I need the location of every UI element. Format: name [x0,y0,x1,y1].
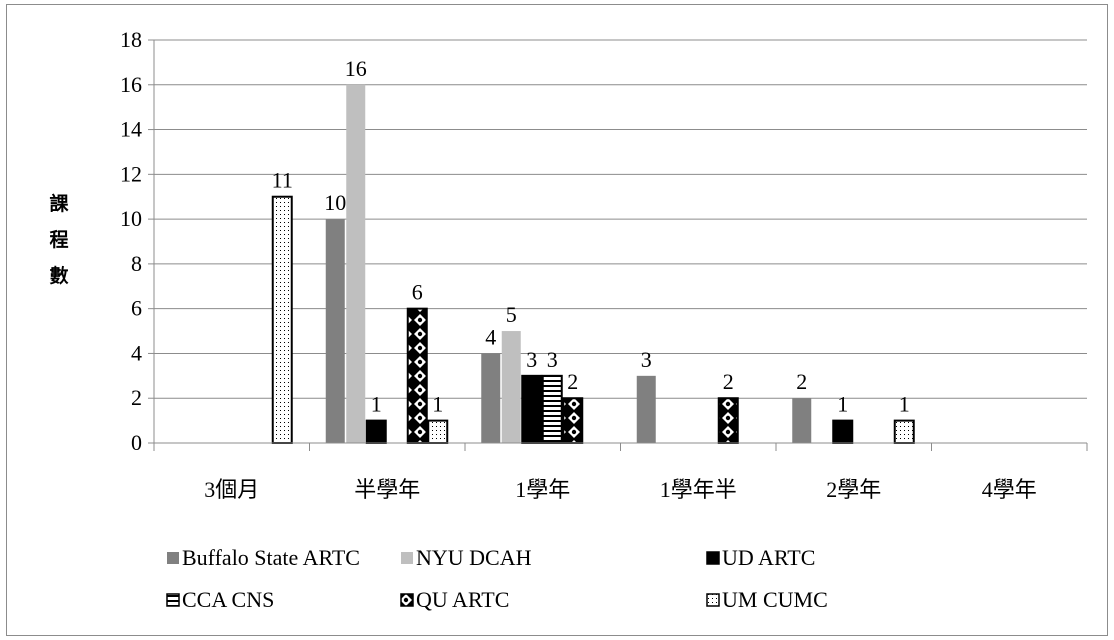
data-label: 5 [506,302,517,327]
legend-swatch [706,593,720,607]
data-label: 3 [526,347,537,372]
y-tick-label: 6 [131,296,142,321]
y-tick-label: 8 [131,251,142,276]
bar-buffalo-state-artc [636,375,656,443]
bar-buffalo-state-artc [792,398,812,443]
legend-swatch [400,593,414,607]
bar-buffalo-state-artc [325,219,345,443]
data-label: 16 [345,56,367,81]
y-axis-label-char: 數 [49,265,68,287]
legend-swatch [706,551,720,565]
bar-ud-artc [365,419,387,445]
bar-qu-artc [562,397,584,445]
y-tick-label: 16 [120,72,142,97]
bar-nyu-dcah [346,84,366,444]
x-tick-label: 半學年 [354,477,420,502]
y-axis-label: 課程數 [49,192,69,287]
legend-label: UD ARTC [722,545,815,570]
legend-label: NYU DCAH [416,545,532,570]
bar-qu-artc [406,307,428,444]
y-tick-label: 0 [131,430,142,455]
x-tick-label: 1學年半 [660,477,737,502]
data-label: 3 [547,347,558,372]
legend-label: CCA CNS [182,587,274,612]
data-label: 6 [412,280,423,305]
legend: Buffalo State ARTC NYU DCAH UD ARTC CCA CNS… [166,545,828,612]
bar-um-cumc [893,419,915,445]
y-tick-label: 12 [120,161,142,186]
bar-ud-artc [521,374,543,445]
bar-qu-artc [717,397,739,445]
data-label: 3 [641,347,652,372]
bar-buffalo-state-artc [481,353,501,443]
y-tick-label: 2 [131,385,142,410]
grid-lines [154,39,1087,399]
bar-ud-artc [832,419,854,445]
legend-swatch [401,552,413,564]
y-axis-label-char: 課 [49,192,69,215]
data-label: 11 [272,168,293,193]
bar-um-cumc [271,195,293,444]
x-tick-label: 3個月 [204,477,259,502]
data-label: 1 [432,392,443,417]
data-label: 1 [899,392,910,417]
x-tick-label: 2學年 [826,477,881,502]
y-axis-label-char: 程 [49,229,68,251]
legend-label: UM CUMC [722,587,828,612]
legend-label: Buffalo State ARTC [182,545,360,570]
data-label: 10 [324,190,346,215]
data-label: 4 [485,324,496,349]
bar-cca-cns [541,374,563,445]
data-label: 1 [837,392,848,417]
chart-frame: 0 2 4 6 8 10 12 14 16 18 3個月 半學年 1學年 1學年半 2學年 4學年 10 4 3 2… [6,4,1108,636]
bar-um-cumc [427,419,449,445]
x-tick-label: 4學年 [982,477,1037,502]
legend-label: QU ARTC [416,587,509,612]
y-tick-label: 14 [120,117,142,142]
data-label: 1 [371,392,382,417]
y-tick-label: 4 [131,340,142,365]
data-label: 2 [567,369,578,394]
legend-swatch [167,552,179,564]
data-label: 2 [723,369,734,394]
y-tick-label: 10 [120,206,142,231]
bar-nyu-dcah [501,331,521,443]
legend-swatch [166,593,180,607]
y-tick-label: 18 [120,27,142,52]
bars [271,84,915,445]
data-label: 2 [796,369,807,394]
x-tick-label: 1學年 [515,477,570,502]
